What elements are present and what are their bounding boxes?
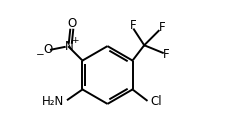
Text: −: − bbox=[35, 50, 44, 60]
Text: F: F bbox=[129, 19, 136, 32]
Text: H₂N: H₂N bbox=[42, 95, 64, 108]
Text: N: N bbox=[64, 40, 73, 53]
Text: +: + bbox=[71, 36, 79, 45]
Text: O: O bbox=[43, 43, 52, 56]
Text: F: F bbox=[162, 48, 169, 61]
Text: O: O bbox=[67, 17, 76, 30]
Text: Cl: Cl bbox=[150, 95, 161, 108]
Text: F: F bbox=[158, 21, 165, 34]
